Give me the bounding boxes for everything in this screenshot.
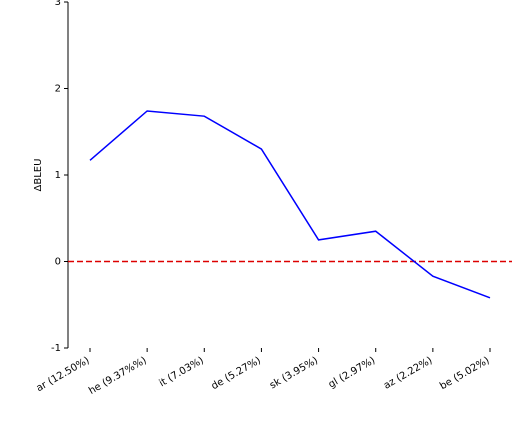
y-tick-label: 1 xyxy=(55,170,61,181)
x-tick-label: be (5.02%) xyxy=(438,355,491,392)
y-tick-label: 2 xyxy=(55,84,61,95)
y-axis-label: ΔBLEU xyxy=(33,159,44,192)
y-tick-label: 3 xyxy=(55,0,61,8)
x-tick-label: de (5.27%) xyxy=(210,355,263,392)
x-tick-label: az (2.22%) xyxy=(382,355,434,392)
x-tick-label: gl (2.97%) xyxy=(327,355,378,391)
x-tick-label: sk (3.95%) xyxy=(268,355,320,391)
x-tick-label: ar (12.50%) xyxy=(35,355,92,394)
data-line xyxy=(89,110,491,299)
y-tick-label: -1 xyxy=(51,343,61,354)
y-tick-label: 0 xyxy=(55,257,61,268)
x-tick-label: he (9.37%%) xyxy=(87,355,149,397)
x-tick-label: it (7.03%) xyxy=(157,355,205,389)
